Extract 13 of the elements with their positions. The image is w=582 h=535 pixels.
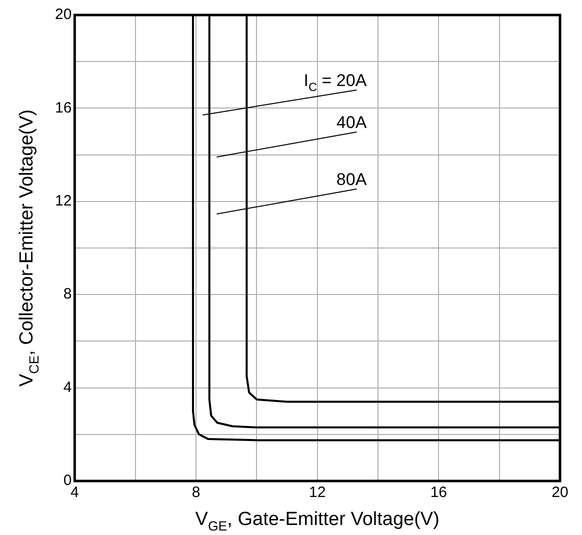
x-tick-label: 12 (309, 484, 326, 502)
y-tick-label: 12 (54, 192, 72, 210)
y-axis-title: VCE, Collector-Emitter Voltage(V) (16, 109, 42, 387)
x-tick-label: 20 (552, 484, 568, 502)
y-tick-label: 4 (63, 378, 72, 396)
y-tick-label: 16 (54, 99, 72, 116)
y-tick-label: 20 (54, 6, 72, 24)
annotation: 80A (336, 170, 368, 189)
x-tick-label: 16 (430, 484, 448, 502)
y-tick-label: 8 (63, 286, 72, 303)
y-tick-label: 0 (63, 472, 72, 490)
annotation: 40A (336, 113, 368, 132)
x-tick-label: 8 (192, 484, 200, 502)
